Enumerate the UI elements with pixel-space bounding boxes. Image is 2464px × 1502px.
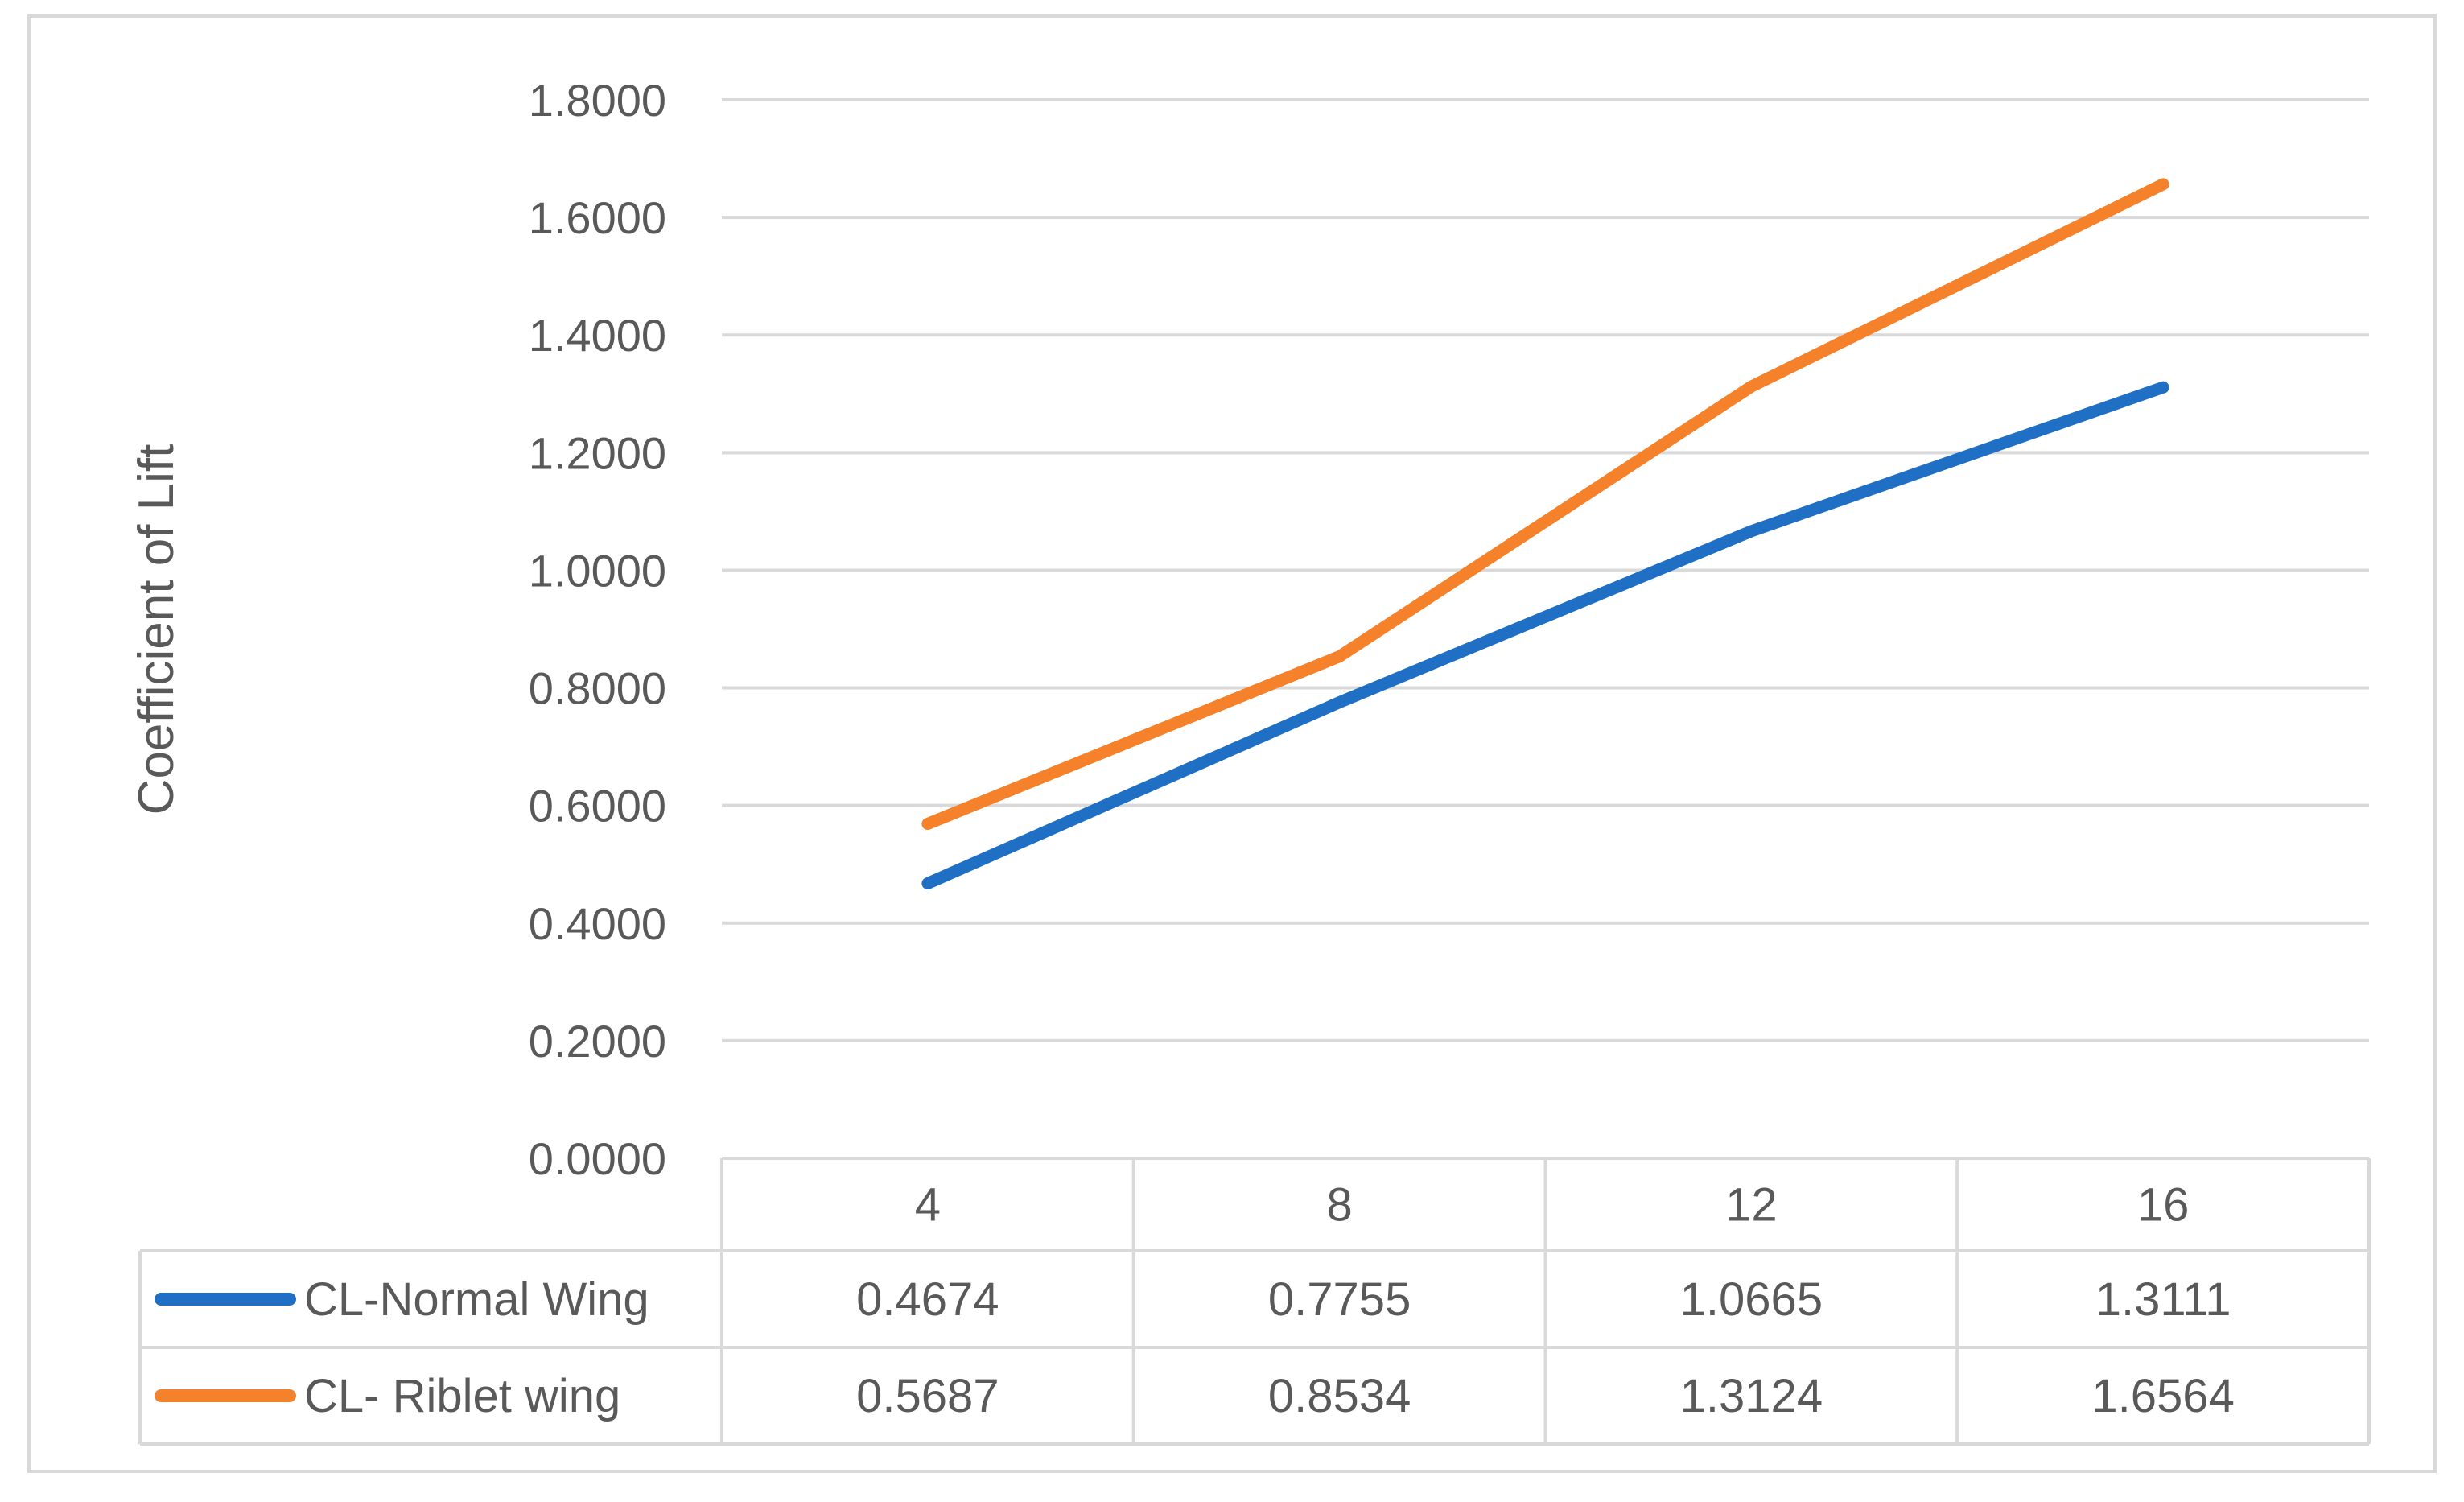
x-tick-label: 16 <box>2137 1179 2190 1232</box>
series-line <box>921 178 2169 830</box>
y-tick-label: 1.8000 <box>529 75 666 126</box>
data-table-cell: 0.8534 <box>1268 1370 1411 1422</box>
legend-series-label: CL- Riblet wing <box>304 1370 620 1422</box>
y-tick-label: 0.4000 <box>529 898 666 949</box>
y-tick-label: 1.4000 <box>529 310 666 361</box>
x-tick-label: 4 <box>915 1179 941 1232</box>
y-tick-label: 1.6000 <box>529 192 666 243</box>
y-tick-label: 0.2000 <box>529 1016 666 1067</box>
data-table-cell: 1.3124 <box>1680 1370 1823 1422</box>
y-tick-label: 1.2000 <box>529 427 666 478</box>
x-tick-label: 12 <box>1725 1179 1778 1232</box>
x-tick-label: 8 <box>1326 1179 1352 1232</box>
y-tick-label: 0.6000 <box>529 781 666 831</box>
data-table: 4 8 12 16 CL-Normal Wing 0.4674 0.7755 1.0665 1.… <box>138 1157 2371 1446</box>
y-tick-label: 0.8000 <box>529 663 666 714</box>
gridlines <box>722 98 2369 1042</box>
legend-series-label: CL-Normal Wing <box>304 1273 649 1326</box>
series-line <box>921 381 2169 889</box>
data-table-cell: 1.6564 <box>2091 1370 2234 1422</box>
y-tick-label: 0.0000 <box>529 1133 666 1184</box>
y-axis-tick-labels: 0.0000 0.2000 0.4000 0.6000 0.8000 1.0000 1.20… <box>529 75 666 1184</box>
data-table-cell: 0.7755 <box>1268 1273 1411 1326</box>
series-lines <box>921 178 2169 889</box>
data-table-cell: 0.5687 <box>856 1370 999 1422</box>
y-tick-label: 1.0000 <box>529 545 666 596</box>
data-table-cell: 1.0665 <box>1680 1273 1823 1326</box>
data-table-cell: 0.4674 <box>856 1273 999 1326</box>
y-axis-title: Coefficient of Lift <box>129 444 184 815</box>
data-table-cell: 1.3111 <box>2095 1273 2231 1326</box>
